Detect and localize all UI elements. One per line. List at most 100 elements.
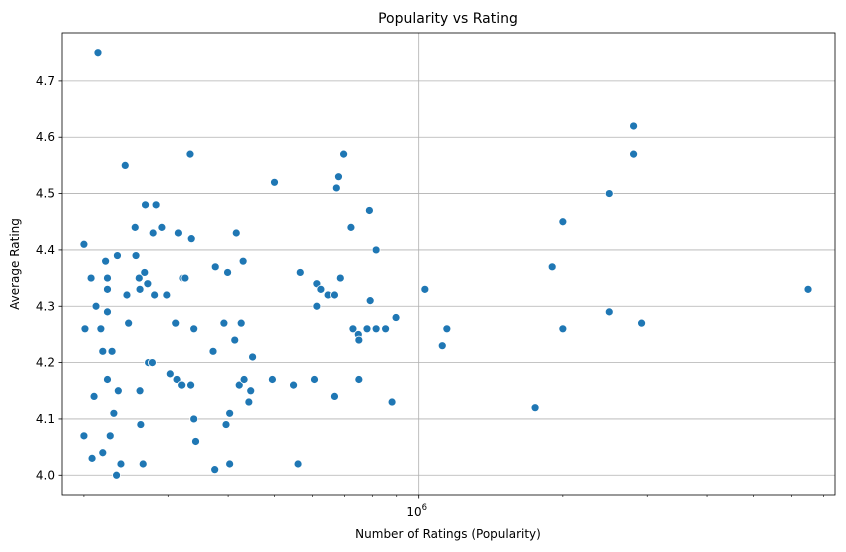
data-point xyxy=(442,324,452,334)
data-point xyxy=(365,296,375,306)
data-point xyxy=(246,386,256,396)
data-point xyxy=(79,431,89,441)
data-point xyxy=(238,256,248,266)
plot-frame xyxy=(61,32,836,496)
data-point xyxy=(98,448,108,458)
data-point xyxy=(346,222,356,232)
data-point xyxy=(420,284,430,294)
data-point xyxy=(210,465,220,475)
data-point xyxy=(113,251,122,260)
ticks-layer: 4.0 4.1 4.2 4.3 4.4 4.5 4.6 4.7 106 xyxy=(36,74,824,519)
data-point xyxy=(87,453,97,463)
data-point xyxy=(230,335,240,345)
data-point xyxy=(223,268,232,277)
data-point xyxy=(371,324,381,334)
data-point xyxy=(150,290,160,300)
data-point xyxy=(236,318,246,328)
data-point xyxy=(91,301,101,311)
data-point xyxy=(629,121,638,131)
data-point xyxy=(637,318,646,328)
x-axis-label: Number of Ratings (Popularity) xyxy=(355,527,541,541)
data-point xyxy=(348,324,358,334)
data-point xyxy=(310,375,319,384)
y-tick-label: 4.3 xyxy=(36,299,55,313)
data-point xyxy=(103,375,112,384)
y-tick-label: 4.2 xyxy=(36,356,55,370)
data-point xyxy=(530,403,540,413)
data-point xyxy=(295,268,305,277)
data-point xyxy=(124,318,134,328)
data-point xyxy=(330,290,339,300)
data-point xyxy=(391,313,401,322)
data-point xyxy=(136,420,146,429)
data-point xyxy=(116,459,126,469)
data-point xyxy=(604,307,614,317)
data-point xyxy=(120,161,130,170)
chart-title: Popularity vs Rating xyxy=(378,11,518,27)
points-layer xyxy=(79,48,813,480)
data-point xyxy=(437,341,447,351)
data-point xyxy=(268,375,277,384)
data-point xyxy=(191,437,200,446)
y-tick-label: 4.6 xyxy=(36,130,55,144)
data-point xyxy=(248,352,257,362)
data-point xyxy=(547,262,557,272)
data-point xyxy=(339,149,349,159)
data-point xyxy=(180,273,190,283)
data-point xyxy=(105,431,115,441)
data-point xyxy=(221,420,231,429)
data-point xyxy=(335,273,345,283)
data-point xyxy=(103,284,112,294)
data-point xyxy=(381,324,391,334)
data-point xyxy=(231,228,241,238)
data-point xyxy=(387,397,397,407)
data-point xyxy=(225,408,235,418)
data-point xyxy=(130,222,140,232)
data-point xyxy=(138,459,148,469)
data-point xyxy=(354,335,364,345)
data-point xyxy=(364,206,374,215)
data-point xyxy=(210,262,220,272)
data-point xyxy=(234,380,244,390)
data-point xyxy=(79,239,89,249)
y-tick-label: 4.1 xyxy=(36,412,55,426)
data-point xyxy=(316,284,326,294)
data-point xyxy=(122,290,132,300)
data-point xyxy=(604,189,614,198)
data-point xyxy=(80,324,90,334)
data-point xyxy=(558,217,568,227)
data-point xyxy=(629,149,638,159)
data-point xyxy=(334,172,343,182)
data-point xyxy=(289,380,298,390)
data-point xyxy=(219,318,229,328)
data-point xyxy=(177,380,187,390)
data-point xyxy=(293,459,303,469)
data-point xyxy=(148,228,158,238)
data-point xyxy=(96,324,106,334)
y-axis-label: Average Rating xyxy=(8,218,22,310)
data-point xyxy=(135,284,145,294)
data-point xyxy=(244,397,254,407)
data-point xyxy=(131,251,141,260)
data-point xyxy=(362,324,372,334)
data-point xyxy=(354,375,364,384)
data-point xyxy=(134,273,144,283)
data-point xyxy=(140,268,150,277)
data-point xyxy=(239,375,249,384)
data-point xyxy=(208,346,218,356)
x-tick-label: 106 xyxy=(406,503,427,519)
data-point xyxy=(270,177,279,187)
y-tick-label: 4.4 xyxy=(36,243,55,257)
data-point xyxy=(162,290,172,300)
data-point xyxy=(331,183,341,193)
data-point xyxy=(86,273,96,283)
data-point xyxy=(371,245,381,255)
data-point xyxy=(189,324,199,334)
data-point xyxy=(186,380,195,390)
data-point xyxy=(803,284,813,294)
data-point xyxy=(112,470,121,480)
data-point xyxy=(225,459,235,469)
data-point xyxy=(171,318,181,328)
